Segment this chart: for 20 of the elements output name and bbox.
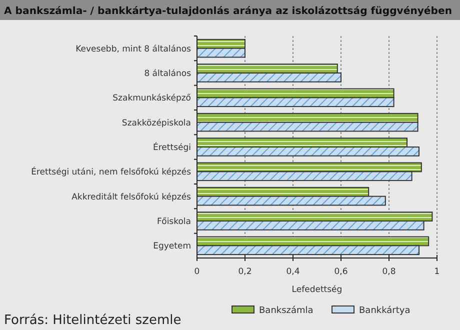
x-tick-label: 1 (434, 267, 440, 277)
y-tick-label: Akkreditált felsőfokú képzés (72, 192, 192, 202)
x-tick-label: 0,8 (382, 267, 396, 277)
y-tick-label: Szakközépiskola (122, 118, 191, 128)
y-tick-label: Érettségi (153, 142, 191, 153)
y-tick-label: Kevesebb, mint 8 általános (76, 44, 192, 54)
x-tick-label: 0,6 (334, 267, 348, 277)
y-tick-label: Érettségi utáni, nem felsőfokú képzés (31, 166, 192, 178)
x-tick-label: 0,4 (286, 267, 300, 277)
text: Forrás: Hitelintézeti szemle (4, 313, 182, 328)
legend-label: Bankkártya (359, 305, 410, 316)
y-tick-label: Szakmunkásképző (112, 94, 191, 104)
x-tick-label: 0,2 (238, 267, 252, 277)
chart-title: A bankszámla- / bankkártya-tulajdonlás aránya az iskolázottság függvényében (4, 6, 452, 17)
x-tick-label: 0 (194, 267, 200, 277)
legend-label: Bankszámla (259, 305, 314, 316)
x-axis-title: Lefedettség (292, 285, 342, 295)
y-tick-label: Egyetem (153, 242, 191, 252)
y-tick-label: 8 általános (144, 69, 192, 79)
y-tick-label: Főiskola (157, 217, 191, 227)
